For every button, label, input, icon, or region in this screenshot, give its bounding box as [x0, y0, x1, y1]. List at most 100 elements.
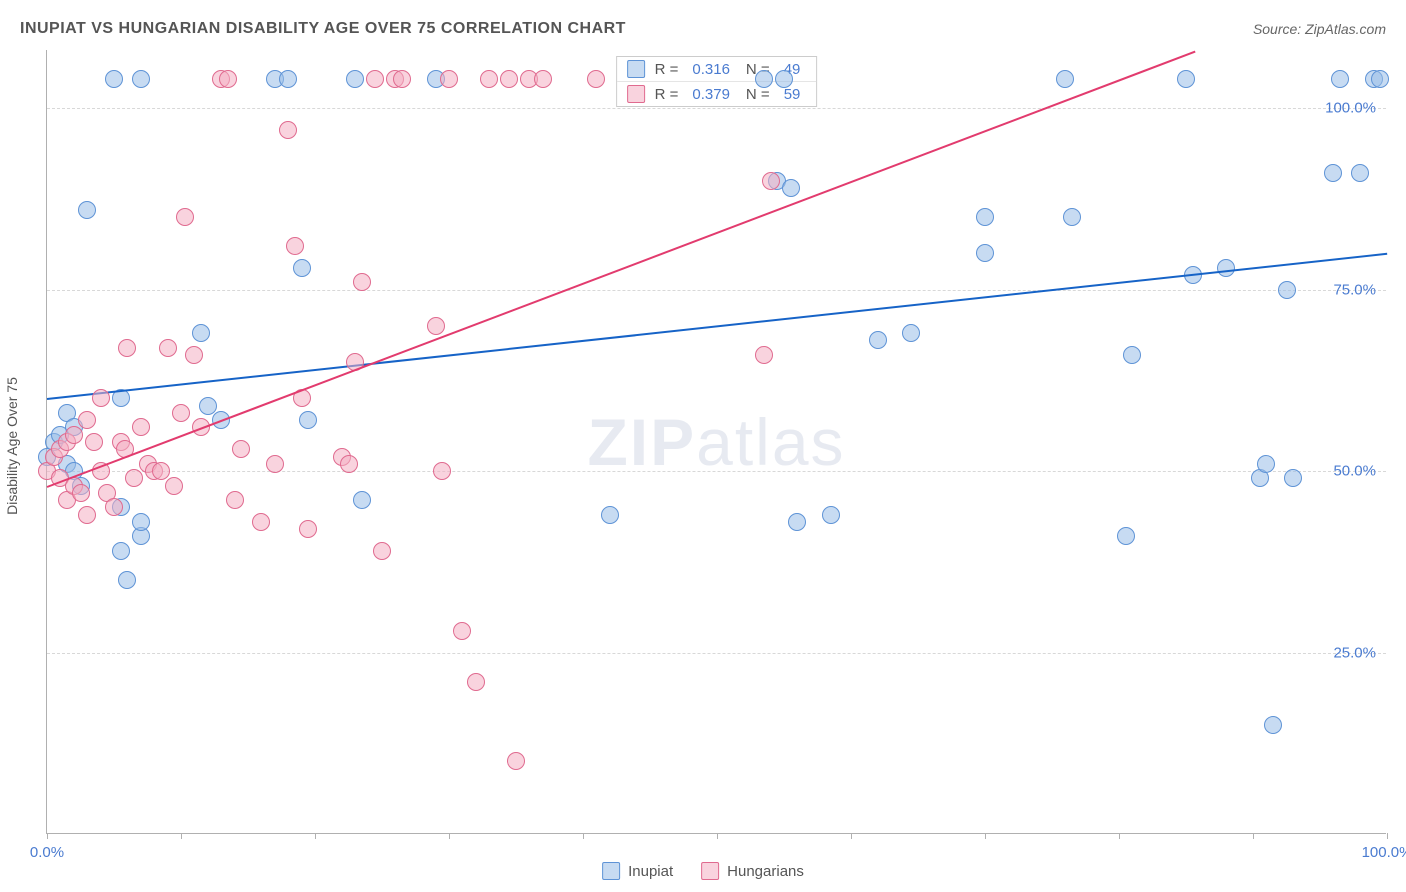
data-point-inupiat	[601, 506, 619, 524]
data-point-inupiat	[105, 70, 123, 88]
data-point-hungarians	[587, 70, 605, 88]
data-point-hungarians	[534, 70, 552, 88]
data-point-inupiat	[782, 179, 800, 197]
stat-r-label: R =	[655, 61, 679, 78]
x-tick	[583, 833, 584, 839]
trend-line-inupiat	[47, 253, 1387, 400]
data-point-hungarians	[132, 418, 150, 436]
swatch-hungarians	[627, 85, 645, 103]
data-point-inupiat	[1177, 70, 1195, 88]
data-point-hungarians	[433, 462, 451, 480]
x-tick	[449, 833, 450, 839]
data-point-hungarians	[366, 70, 384, 88]
data-point-hungarians	[762, 172, 780, 190]
data-point-hungarians	[299, 520, 317, 538]
data-point-hungarians	[105, 498, 123, 516]
data-point-inupiat	[788, 513, 806, 531]
data-point-inupiat	[353, 491, 371, 509]
data-point-inupiat	[1217, 259, 1235, 277]
data-point-hungarians	[172, 404, 190, 422]
plot-area: ZIPatlas R =0.316N =49R =0.379N =59 25.0…	[46, 50, 1386, 834]
gridline	[47, 108, 1386, 109]
data-point-inupiat	[293, 259, 311, 277]
y-tick-label: 50.0%	[1333, 463, 1376, 480]
data-point-hungarians	[152, 462, 170, 480]
data-point-inupiat	[1331, 70, 1349, 88]
data-point-inupiat	[976, 208, 994, 226]
data-point-hungarians	[118, 339, 136, 357]
data-point-inupiat	[1123, 346, 1141, 364]
data-point-inupiat	[346, 70, 364, 88]
data-point-inupiat	[78, 201, 96, 219]
gridline	[47, 290, 1386, 291]
legend-swatch-hungarians	[701, 862, 719, 880]
data-point-hungarians	[286, 237, 304, 255]
swatch-inupiat	[627, 60, 645, 78]
legend-label: Inupiat	[628, 863, 673, 880]
stat-r-value: 0.379	[692, 86, 730, 103]
stat-r-label: R =	[655, 86, 679, 103]
data-point-hungarians	[232, 440, 250, 458]
y-tick-label: 100.0%	[1325, 100, 1376, 117]
legend-item-inupiat: Inupiat	[602, 862, 673, 880]
data-point-hungarians	[92, 389, 110, 407]
stat-n-label: N =	[746, 86, 770, 103]
data-point-inupiat	[976, 244, 994, 262]
x-tick	[717, 833, 718, 839]
data-point-hungarians	[176, 208, 194, 226]
data-point-inupiat	[755, 70, 773, 88]
data-point-hungarians	[279, 121, 297, 139]
data-point-inupiat	[1324, 164, 1342, 182]
data-point-hungarians	[393, 70, 411, 88]
data-point-hungarians	[78, 506, 96, 524]
x-tick	[985, 833, 986, 839]
legend-label: Hungarians	[727, 863, 804, 880]
data-point-inupiat	[902, 324, 920, 342]
data-point-hungarians	[507, 752, 525, 770]
gridline	[47, 653, 1386, 654]
data-point-inupiat	[1257, 455, 1275, 473]
x-tick	[1387, 833, 1388, 839]
data-point-hungarians	[353, 273, 371, 291]
gridline	[47, 471, 1386, 472]
data-point-hungarians	[467, 673, 485, 691]
data-point-inupiat	[192, 324, 210, 342]
data-point-inupiat	[822, 506, 840, 524]
data-point-hungarians	[453, 622, 471, 640]
data-point-inupiat	[1117, 527, 1135, 545]
data-point-hungarians	[125, 469, 143, 487]
x-tick	[1119, 833, 1120, 839]
data-point-inupiat	[1063, 208, 1081, 226]
data-point-hungarians	[440, 70, 458, 88]
data-point-inupiat	[279, 70, 297, 88]
data-point-hungarians	[226, 491, 244, 509]
data-point-inupiat	[299, 411, 317, 429]
data-point-hungarians	[340, 455, 358, 473]
data-point-inupiat	[118, 571, 136, 589]
data-point-hungarians	[65, 426, 83, 444]
data-point-hungarians	[252, 513, 270, 531]
legend-swatch-inupiat	[602, 862, 620, 880]
x-tick	[1253, 833, 1254, 839]
x-tick-label: 100.0%	[1362, 844, 1406, 861]
data-point-inupiat	[1371, 70, 1389, 88]
chart-title: INUPIAT VS HUNGARIAN DISABILITY AGE OVER…	[20, 20, 626, 38]
y-axis-label: Disability Age Over 75	[4, 377, 20, 515]
data-point-hungarians	[219, 70, 237, 88]
data-point-inupiat	[1351, 164, 1369, 182]
data-point-hungarians	[755, 346, 773, 364]
y-tick-label: 25.0%	[1333, 644, 1376, 661]
data-point-hungarians	[72, 484, 90, 502]
data-point-hungarians	[266, 455, 284, 473]
data-point-inupiat	[199, 397, 217, 415]
watermark: ZIPatlas	[587, 404, 845, 480]
data-point-inupiat	[1284, 469, 1302, 487]
data-point-inupiat	[1278, 281, 1296, 299]
data-point-inupiat	[132, 513, 150, 531]
source-attribution: Source: ZipAtlas.com	[1253, 21, 1386, 37]
x-tick	[851, 833, 852, 839]
x-tick-label: 0.0%	[30, 844, 64, 861]
stat-r-value: 0.316	[692, 61, 730, 78]
data-point-hungarians	[165, 477, 183, 495]
x-tick	[181, 833, 182, 839]
